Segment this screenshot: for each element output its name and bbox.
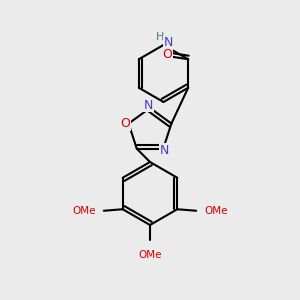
Text: OMe: OMe xyxy=(72,206,96,216)
Text: N: N xyxy=(160,144,169,157)
Text: O: O xyxy=(121,117,130,130)
Text: N: N xyxy=(163,35,173,49)
Text: H: H xyxy=(156,32,165,43)
Text: N: N xyxy=(144,98,153,112)
Text: OMe: OMe xyxy=(138,250,162,260)
Text: O: O xyxy=(162,48,172,61)
Text: OMe: OMe xyxy=(204,206,228,216)
